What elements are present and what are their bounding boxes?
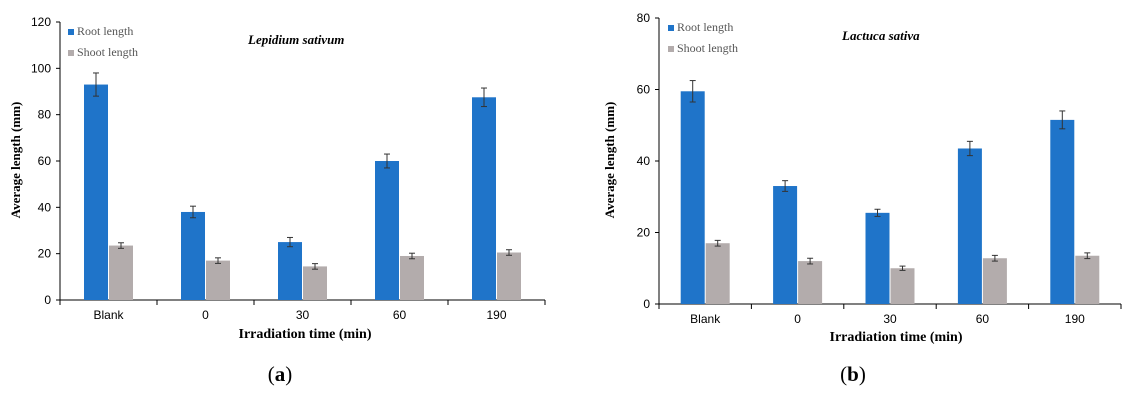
shoot-length-bar bbox=[400, 255, 424, 300]
x-tick-label: 60 bbox=[393, 308, 407, 322]
root-length-bar bbox=[680, 91, 705, 304]
caption-a: (a) bbox=[0, 362, 560, 387]
y-tick-label: 40 bbox=[637, 154, 651, 168]
caption-b-letter: b bbox=[847, 362, 859, 386]
shoot-length-bar bbox=[798, 261, 823, 304]
root-length-bar bbox=[472, 97, 496, 301]
chart-panel-b: 0 20 40 60 80 Blank 0 30 60 190 Root length Shoot l… bbox=[578, 0, 1128, 394]
legend-label: Root length bbox=[677, 20, 733, 34]
y-tick-label: 20 bbox=[38, 247, 52, 261]
y-tick-label: 60 bbox=[38, 154, 52, 168]
y-tick-label: 0 bbox=[44, 293, 51, 307]
x-tick-label: 0 bbox=[202, 308, 209, 322]
root-length-bar bbox=[84, 84, 108, 300]
x-tick-label: Blank bbox=[93, 308, 124, 322]
y-tick-label: 80 bbox=[38, 108, 52, 122]
legend-swatch bbox=[68, 29, 74, 35]
caption-b-open: ( bbox=[840, 362, 848, 386]
y-tick-label: 60 bbox=[637, 83, 651, 97]
root-length-bar bbox=[957, 148, 982, 304]
shoot-length-bar bbox=[982, 258, 1007, 304]
legend-label: Shoot length bbox=[77, 45, 138, 59]
y-tick-label: 100 bbox=[31, 61, 51, 75]
root-length-bar bbox=[278, 242, 302, 300]
chart-panel-a: 0 20 40 60 80 100 120 Blank 0 30 60 190 Root length S… bbox=[0, 0, 560, 394]
legend-label: Root length bbox=[77, 24, 133, 38]
x-axis-label: Irradiation time (min) bbox=[239, 327, 372, 342]
caption-a-close: ) bbox=[285, 362, 293, 386]
caption-b: (b) bbox=[578, 362, 1128, 387]
y-tick-label: 20 bbox=[637, 226, 651, 240]
legend-swatch bbox=[668, 25, 674, 31]
chart-title: Lepidium sativum bbox=[247, 32, 344, 47]
chart-b-svg: 0 20 40 60 80 Blank 0 30 60 190 Root length Shoot l… bbox=[602, 11, 1122, 345]
shoot-length-bar bbox=[705, 243, 730, 304]
y-axis-label: Average length (mm) bbox=[8, 102, 23, 219]
x-tick-label: 190 bbox=[486, 308, 506, 322]
caption-a-open: ( bbox=[267, 362, 275, 386]
chart-a-svg: 0 20 40 60 80 100 120 Blank 0 30 60 190 Root length S… bbox=[8, 15, 546, 342]
shoot-length-bar bbox=[109, 245, 133, 300]
x-tick-label: 30 bbox=[883, 312, 897, 326]
shoot-length-bar bbox=[1075, 255, 1100, 304]
y-tick-label: 0 bbox=[643, 297, 650, 311]
shoot-length-bar bbox=[890, 268, 915, 304]
y-tick-label: 40 bbox=[38, 200, 52, 214]
chart-title: Lactuca sativa bbox=[841, 28, 920, 43]
root-length-bar bbox=[375, 161, 399, 300]
legend-label: Shoot length bbox=[677, 41, 738, 55]
x-tick-label: 60 bbox=[976, 312, 990, 326]
legend-swatch bbox=[68, 50, 74, 56]
shoot-length-bar bbox=[497, 252, 521, 300]
root-length-bar bbox=[773, 186, 798, 304]
root-length-bar bbox=[181, 211, 205, 300]
root-length-bar bbox=[865, 212, 890, 304]
x-tick-label: Blank bbox=[690, 312, 721, 326]
caption-b-close: ) bbox=[858, 362, 866, 386]
y-axis-label: Average length (mm) bbox=[602, 102, 617, 219]
shoot-length-bar bbox=[303, 266, 327, 300]
x-tick-label: 190 bbox=[1065, 312, 1085, 326]
root-length-bar bbox=[1050, 119, 1075, 304]
y-tick-label: 80 bbox=[637, 11, 651, 25]
x-axis-label: Irradiation time (min) bbox=[830, 330, 963, 345]
x-tick-label: 0 bbox=[794, 312, 801, 326]
shoot-length-bar bbox=[206, 260, 230, 300]
legend-swatch bbox=[668, 46, 674, 52]
caption-a-letter: a bbox=[274, 362, 286, 386]
x-tick-label: 30 bbox=[296, 308, 310, 322]
y-tick-label: 120 bbox=[31, 15, 51, 29]
